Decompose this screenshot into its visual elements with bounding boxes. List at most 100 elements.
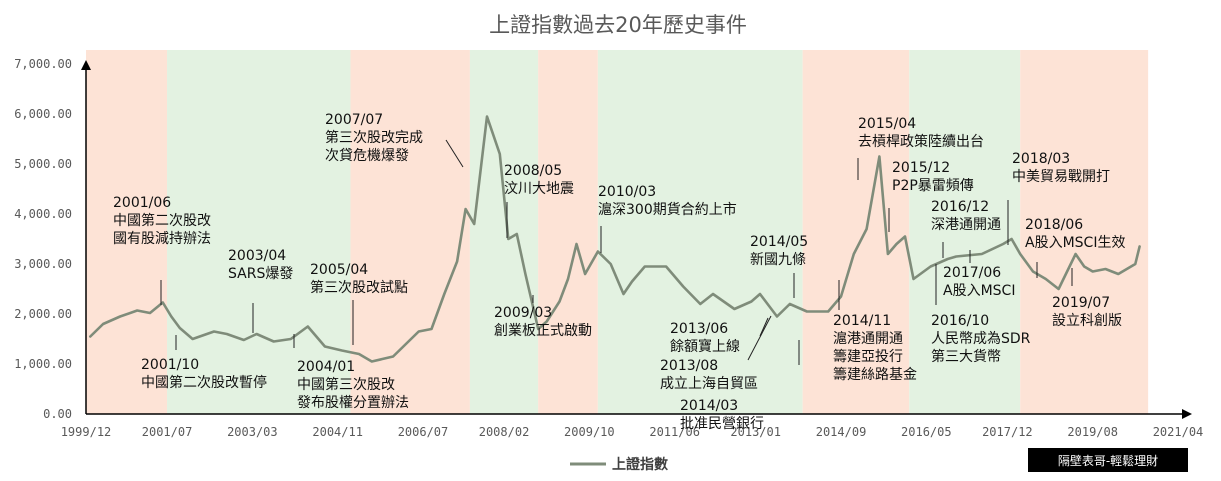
y-tick-label: 1,000.00 [14, 357, 72, 371]
y-axis-arrow [81, 60, 91, 70]
axes [81, 60, 1192, 419]
annotation-date: 2001/10 [141, 357, 199, 373]
annotation-label: 2001/06 中國第二次股改國有股減持辦法 [113, 195, 211, 247]
annotation-label: 2014/11 滬港通開通籌建亞投行籌建絲路基金 [833, 313, 917, 383]
annotation-date: 2015/12 [892, 160, 950, 176]
annotation-label: 2018/03 中美貿易戰開打 [1012, 151, 1110, 185]
annotation-label: 2019/07 設立科創版 [1052, 295, 1122, 329]
annotation-text: 籌建亞投行 [833, 349, 903, 365]
annotation-label: 2007/07 第三次股改完成次貸危機爆發 [325, 112, 423, 164]
annotation-leader [759, 317, 769, 337]
x-axis-arrow [1182, 409, 1192, 419]
x-tick-label: 2011/06 [649, 425, 700, 439]
annotation-label: 2004/01 中國第三次股改發布股權分置辦法 [297, 359, 409, 411]
legend-label: 上證指數 [612, 456, 668, 473]
annotation-date: 2003/04 [228, 248, 286, 264]
annotation-leader [445, 139, 464, 168]
band-7 [909, 50, 1021, 414]
annotation-date: 2013/06 [670, 321, 728, 337]
legend: 上證指數 [570, 456, 668, 473]
annotation-date: 2009/03 [494, 305, 552, 321]
y-tick-label: 3,000.00 [14, 257, 72, 271]
annotation-date: 2007/07 [325, 112, 383, 128]
annotation-date: 2010/03 [598, 184, 656, 200]
annotation-text: 成立上海自貿區 [660, 376, 758, 392]
annotation-text: 創業板正式啟動 [494, 323, 592, 339]
annotation-label: 2014/05 新國九條 [750, 234, 808, 268]
annotation-date: 2019/07 [1052, 295, 1110, 311]
annotation-text: 國有股減持辦法 [113, 230, 211, 247]
y-tick-label: 4,000.00 [14, 207, 72, 221]
annotation-date: 2016/10 [931, 313, 989, 329]
x-tick-label: 1999/12 [61, 425, 112, 439]
annotation-label: 2015/04 去槓桿政策陸續出台 [858, 116, 984, 150]
x-tick-label: 2021/04 [1153, 425, 1204, 439]
background-bands [86, 50, 1149, 414]
x-tick-label: 2019/08 [1067, 425, 1118, 439]
annotation-text: SARS爆發 [228, 266, 293, 282]
annotation-date: 2005/04 [310, 262, 368, 278]
annotation-text: 次貸危機爆發 [325, 148, 409, 164]
annotation-date: 2017/06 [943, 265, 1001, 281]
credit-text: 隔壁表哥-輕鬆理財 [1058, 453, 1158, 468]
annotation-label: 2018/06 A股入MSCI生效 [1025, 217, 1125, 251]
annotation-text: 滬港通開通 [833, 330, 903, 347]
annotation-text: P2P暴雷頻傳 [892, 178, 974, 194]
band-6 [802, 50, 910, 414]
annotation-label: 2015/12 P2P暴雷頻傳 [892, 160, 974, 194]
x-tick-label: 2008/02 [479, 425, 530, 439]
annotation-text: 第三次股改完成 [325, 129, 423, 146]
band-4 [538, 50, 598, 414]
annotation-text: 中國第二次股改 [113, 212, 211, 229]
credit-badge: 隔壁表哥-輕鬆理財 [1028, 448, 1188, 472]
annotation-label: 2009/03 創業板正式啟動 [494, 305, 592, 339]
annotation-text: A股入MSCI生效 [1025, 235, 1125, 251]
annotation-label: 2003/04 SARS爆發 [228, 248, 293, 282]
annotation-label: 2008/05 汶川大地震 [504, 163, 574, 197]
annotation-date: 2018/03 [1012, 151, 1070, 167]
annotation-date: 2016/12 [931, 199, 989, 215]
x-tick-label: 2003/03 [227, 425, 278, 439]
annotation-label: 2010/03 滬深300期貨合約上市 [598, 184, 737, 218]
annotation-text: 餘額寶上線 [670, 338, 740, 355]
annotation-text: A股入MSCI [943, 283, 1015, 299]
annotation-date: 2014/11 [833, 313, 891, 329]
annotation-text: 第三次股改試點 [310, 279, 408, 296]
series-line [89, 115, 1141, 363]
annotation-label: 2014/03 批准民營銀行 [680, 398, 764, 432]
annotation-label: 2001/10 中國第二次股改暫停 [141, 357, 267, 391]
annotation-text: 中美貿易戰開打 [1012, 168, 1110, 185]
annotation-label: 2013/06 餘額寶上線 [670, 321, 740, 355]
band-2 [350, 50, 470, 414]
x-tick-label: 2006/07 [398, 425, 449, 439]
annotation-text: 汶川大地震 [504, 180, 574, 197]
x-tick-label: 2017/12 [982, 425, 1033, 439]
annotation-text: 中國第三次股改 [297, 376, 395, 393]
annotation-date: 2001/06 [113, 195, 171, 211]
annotation-text: 人民幣成為SDR [931, 331, 1031, 347]
y-tick-label: 5,000.00 [14, 157, 72, 171]
annotation-label: 2016/12 深港通開通 [931, 199, 1001, 233]
x-tick-labels: 1999/12 2001/07 2003/03 2004/11 2006/07 2008/… [61, 425, 1204, 439]
band-5 [597, 50, 803, 414]
annotation-text: 去槓桿政策陸續出台 [858, 133, 984, 150]
annotation-text: 滬深300期貨合約上市 [598, 201, 737, 218]
annotation-text: 深港通開通 [931, 217, 1001, 233]
annotation-date: 2014/05 [750, 234, 808, 250]
y-tick-label: 6,000.00 [14, 107, 72, 121]
x-tick-label: 2013/01 [730, 425, 781, 439]
annotation-text: 新國九條 [750, 252, 806, 268]
annotation-text: 批准民營銀行 [680, 416, 764, 432]
band-3 [469, 50, 539, 414]
annotation-date: 2013/08 [660, 358, 718, 374]
annotation-date: 2018/06 [1025, 217, 1083, 233]
chart-title: 上證指數過去20年歷史事件 [489, 13, 747, 37]
annotation-text: 中國第二次股改暫停 [141, 374, 267, 391]
annotation-text: 發布股權分置辦法 [297, 395, 409, 411]
annotation-text: 籌建絲路基金 [833, 366, 917, 383]
x-tick-label: 2004/11 [312, 425, 363, 439]
y-tick-labels: 0.00 1,000.00 2,000.00 3,000.00 4,000.00 5,00… [14, 57, 72, 421]
x-tick-label: 2016/05 [901, 425, 952, 439]
